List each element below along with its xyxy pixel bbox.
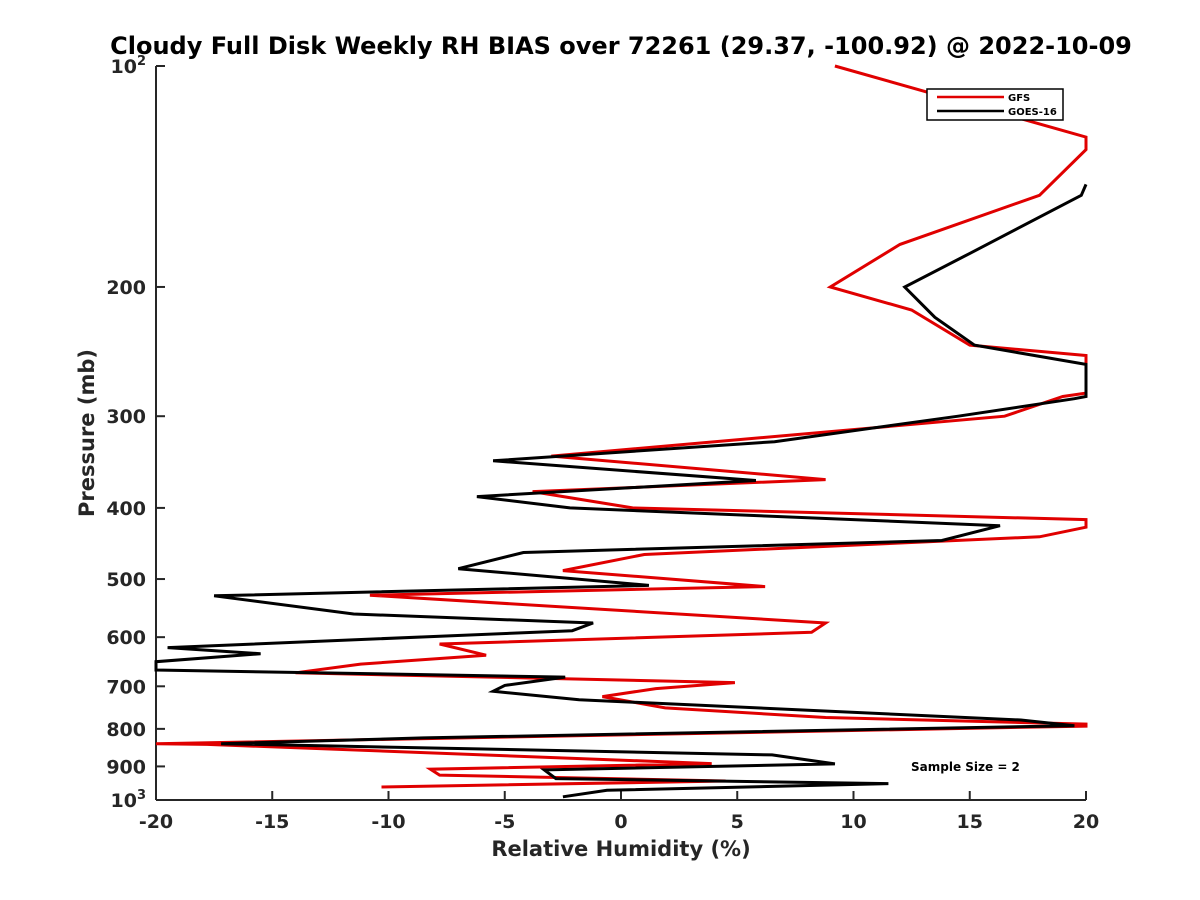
y-tick-label: 400 <box>106 498 146 520</box>
y-tick-label: 700 <box>106 676 146 698</box>
x-tick-label: -20 <box>139 811 173 833</box>
x-tick-label: 15 <box>957 811 983 833</box>
y-tick-label: 800 <box>106 719 146 741</box>
plot-area: -20 -15 -10 -5 0 5 10 15 20 102 200 300 400 500 600 70… <box>106 54 1099 833</box>
y-tick-label: 900 <box>106 756 146 778</box>
legend: GFS GOES-16 <box>926 88 1064 121</box>
y-tick-label: 300 <box>106 406 146 428</box>
y-axis-label: Pressure (mb) <box>75 349 99 517</box>
y-tick-label: 200 <box>106 277 146 299</box>
chart-title: Cloudy Full Disk Weekly RH BIAS over 722… <box>110 32 1132 60</box>
x-tick-label: 20 <box>1073 811 1099 833</box>
y-ticks: 102 200 300 400 500 600 700 800 900 103 <box>106 54 165 812</box>
x-tick-label: -15 <box>255 811 289 833</box>
legend-label-goes16: GOES-16 <box>1008 107 1057 118</box>
y-tick-label: 600 <box>106 627 146 649</box>
series-lines <box>154 64 1088 799</box>
legend-box <box>926 88 1064 121</box>
x-tick-label: 5 <box>731 811 744 833</box>
x-tick-label: -5 <box>494 811 515 833</box>
sample-size-annotation: Sample Size = 2 <box>911 760 1020 774</box>
legend-label-gfs: GFS <box>1008 93 1030 104</box>
x-tick-label: 0 <box>614 811 627 833</box>
y-tick-label: 103 <box>111 788 147 812</box>
x-ticks: -20 -15 -10 -5 0 5 10 15 20 <box>139 791 1099 833</box>
x-axis-label: Relative Humidity (%) <box>491 837 750 861</box>
y-tick-label: 500 <box>106 569 146 591</box>
x-tick-label: 10 <box>840 811 866 833</box>
series-line-goes-16 <box>154 183 1088 799</box>
x-tick-label: -10 <box>371 811 405 833</box>
y-tick-label: 102 <box>111 54 147 78</box>
